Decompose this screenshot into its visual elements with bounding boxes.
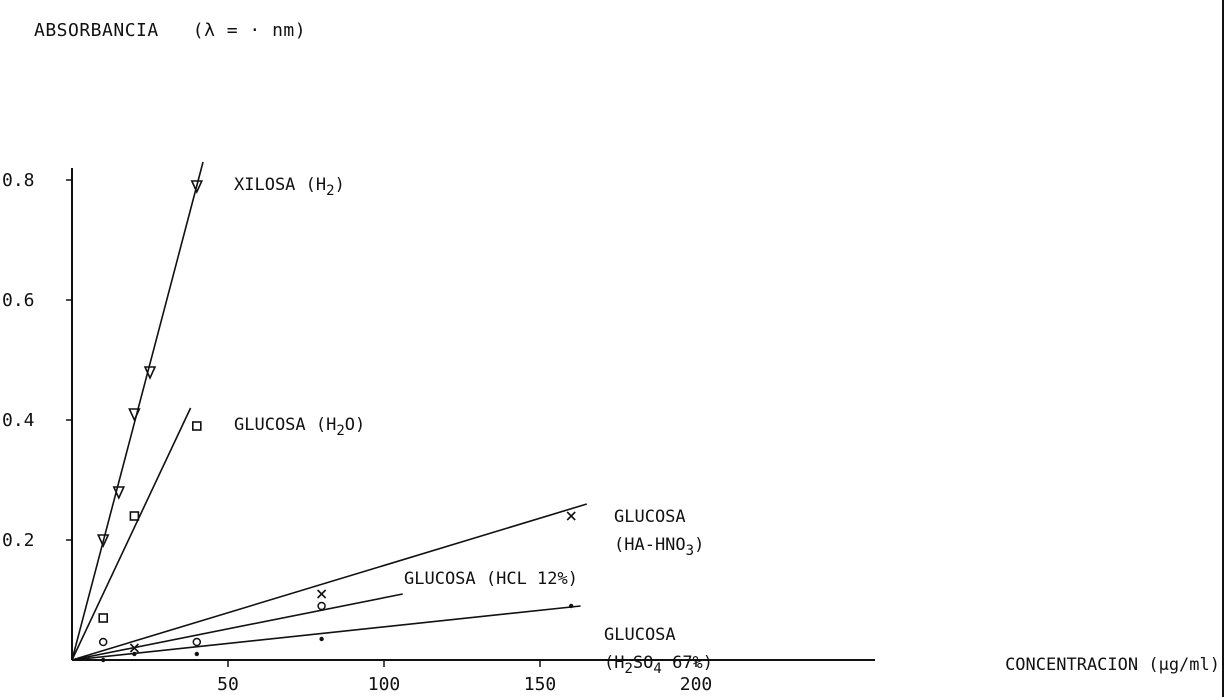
x-axis-title: CONCENTRACION (μg/ml) bbox=[1005, 655, 1220, 675]
series-line bbox=[71, 161, 204, 661]
series-group bbox=[71, 603, 581, 663]
ticks: 50 100 150 200 0.2 0.4 0.6 0.8 bbox=[2, 170, 712, 695]
marker-dot bbox=[101, 657, 106, 663]
marker-circle bbox=[192, 637, 202, 647]
marker-triangle bbox=[143, 366, 157, 380]
series-label: (HA-HNO3) bbox=[614, 535, 704, 559]
marker-square bbox=[129, 511, 140, 521]
series-label-text: ) bbox=[335, 175, 345, 195]
marker-square bbox=[98, 613, 108, 623]
x-tick-label: 100 bbox=[368, 674, 401, 695]
series-line bbox=[71, 593, 403, 661]
series-label-subscript: 4 bbox=[653, 661, 661, 677]
series-label: GLUCOSA (H2O) bbox=[234, 415, 365, 439]
series-label-text: O) bbox=[345, 415, 365, 435]
marker-triangle bbox=[190, 180, 204, 194]
y-axis-title-text: ABSORBANCIA bbox=[34, 20, 159, 41]
series-label: (H2SO4 67%) bbox=[604, 653, 713, 677]
series-layer bbox=[71, 161, 588, 663]
series-label-line1: GLUCOSA bbox=[604, 625, 676, 645]
series-label-text: SO bbox=[633, 653, 653, 673]
series-line bbox=[71, 605, 581, 661]
series-group bbox=[71, 593, 403, 661]
series-label-text: GLUCOSA (HCL 12%) bbox=[404, 569, 578, 589]
y-tick-label: 0.2 bbox=[2, 530, 35, 551]
marker-x bbox=[317, 589, 327, 599]
marker-circle bbox=[98, 637, 108, 647]
x-tick-label: 50 bbox=[217, 674, 239, 695]
series-label-text: ) bbox=[694, 535, 704, 555]
x-tick-label: 200 bbox=[680, 674, 713, 695]
frame-right-border bbox=[1222, 0, 1224, 697]
series-group bbox=[71, 161, 204, 661]
series-label-text: 67%) bbox=[662, 653, 713, 673]
series-label-subscript: 2 bbox=[326, 183, 334, 199]
x-tick-label: 150 bbox=[524, 674, 557, 695]
marker-dot bbox=[319, 636, 324, 642]
y-tick-label: 0.6 bbox=[2, 290, 35, 311]
y-tick-label: 0.8 bbox=[2, 170, 35, 191]
marker-circle bbox=[317, 601, 326, 611]
marker-dot bbox=[194, 651, 199, 657]
series-label-text: GLUCOSA (H bbox=[234, 415, 336, 435]
series-line bbox=[71, 503, 588, 661]
series-label-text: (H bbox=[604, 653, 624, 673]
series-label-subscript: 2 bbox=[336, 423, 344, 439]
series-line bbox=[71, 407, 192, 661]
series-label-text: (HA-HNO bbox=[614, 535, 686, 555]
series-label: GLUCOSA (HCL 12%) bbox=[404, 569, 578, 589]
marker-dot bbox=[569, 603, 574, 609]
marker-dot bbox=[132, 651, 137, 657]
marker-triangle bbox=[128, 408, 141, 422]
series-label-subscript: 3 bbox=[686, 543, 694, 559]
series-label-subscript: 2 bbox=[624, 661, 632, 677]
marker-square bbox=[192, 421, 202, 431]
series-label-text: XILOSA (H bbox=[234, 175, 326, 195]
y-tick-label: 0.4 bbox=[2, 410, 35, 431]
marker-triangle bbox=[96, 534, 110, 548]
y-axis-title-suffix: (λ = · nm) bbox=[192, 20, 307, 41]
series-labels: XILOSA (H2)GLUCOSA (H2O)GLUCOSA(HA-HNO3)… bbox=[234, 175, 713, 677]
series-label: XILOSA (H2) bbox=[234, 175, 345, 199]
series-group bbox=[71, 407, 202, 661]
marker-triangle bbox=[112, 486, 126, 500]
axes bbox=[71, 168, 875, 661]
marker-x bbox=[566, 511, 576, 521]
y-axis-title: ABSORBANCIA (λ = · nm) bbox=[34, 20, 306, 41]
series-label-line1: GLUCOSA bbox=[614, 507, 686, 527]
